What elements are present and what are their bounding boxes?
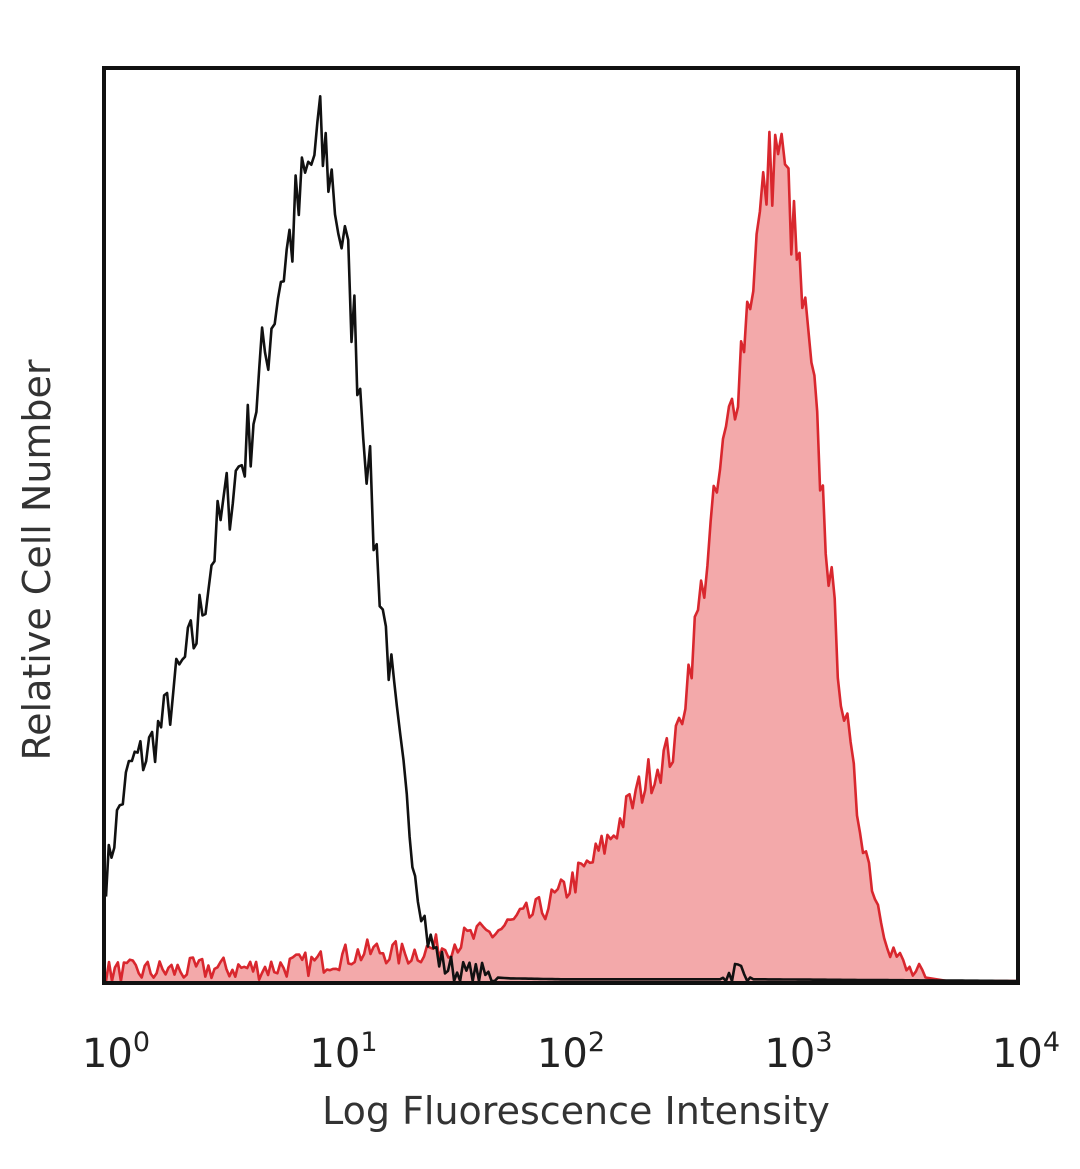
x-tick-base: 10 xyxy=(82,1031,133,1077)
x-tick-exponent: 2 xyxy=(588,1027,605,1058)
series-outline xyxy=(104,95,1016,983)
x-tick-exponent: 0 xyxy=(133,1027,150,1058)
x-tick-base: 10 xyxy=(764,1031,815,1077)
x-tick-label: 104 xyxy=(992,1027,1060,1077)
x-tick-base: 10 xyxy=(537,1031,588,1077)
plot-area xyxy=(104,95,1016,983)
x-tick-label: 101 xyxy=(309,1027,377,1077)
x-tick-label: 102 xyxy=(537,1027,605,1077)
x-tick-exponent: 1 xyxy=(360,1027,377,1058)
series-filled-area xyxy=(106,131,1016,981)
y-axis-title: Relative Cell Number xyxy=(15,359,59,760)
x-tick-exponent: 4 xyxy=(1043,1027,1060,1058)
x-tick-label: 100 xyxy=(82,1027,150,1077)
x-tick-base: 10 xyxy=(309,1031,360,1077)
series-filled-outline xyxy=(104,130,1016,983)
x-tick-labels: 100 101 102 103 104 xyxy=(82,1027,1060,1077)
x-tick-label: 103 xyxy=(764,1027,832,1077)
plot-frame xyxy=(102,66,1020,985)
x-tick-base: 10 xyxy=(992,1031,1043,1077)
x-axis-title: Log Fluorescence Intensity xyxy=(322,1089,830,1133)
x-tick-exponent: 3 xyxy=(815,1027,832,1058)
